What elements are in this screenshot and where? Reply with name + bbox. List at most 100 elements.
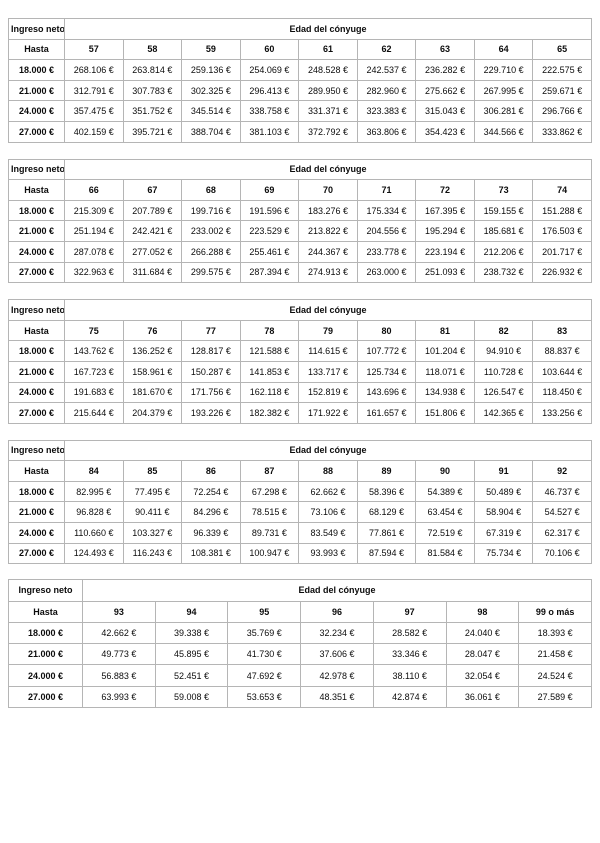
- table-row: 18.000 €215.309 €207.789 €199.716 €191.5…: [8, 199, 592, 222]
- value-cell: 263.814 €: [122, 59, 183, 81]
- value-cell: 81.584 €: [415, 542, 475, 565]
- value-cell: 344.566 €: [473, 120, 534, 143]
- table-row: 27.000 €63.993 €59.008 €53.653 €48.351 €…: [8, 685, 592, 709]
- age-column-header: 59: [181, 38, 241, 61]
- table-row: 18.000 €42.662 €39.338 €35.769 €32.234 €…: [8, 621, 592, 645]
- value-cell: 254.069 €: [239, 59, 300, 81]
- income-threshold-cell: 27.000 €: [8, 402, 65, 424]
- value-cell: 28.047 €: [445, 643, 520, 666]
- value-cell: 41.730 €: [227, 643, 302, 666]
- value-cell: 126.547 €: [473, 381, 534, 404]
- value-cell: 96.828 €: [64, 501, 124, 524]
- value-cell: 72.254 €: [181, 480, 241, 503]
- value-cell: 181.670 €: [122, 381, 183, 404]
- value-cell: 110.660 €: [64, 522, 124, 544]
- table-row: 24.000 €287.078 €277.052 €266.288 €255.4…: [8, 240, 592, 263]
- table-row: 24.000 €110.660 €103.327 €96.339 €89.731…: [8, 522, 592, 544]
- table-row: 27.000 €402.159 €395.721 €388.704 €381.1…: [8, 120, 592, 143]
- income-threshold-cell: 27.000 €: [8, 685, 83, 709]
- age-column-header: 67: [122, 179, 183, 201]
- value-cell: 151.806 €: [415, 402, 475, 424]
- value-cell: 110.728 €: [473, 360, 534, 383]
- value-cell: 49.773 €: [82, 643, 156, 666]
- value-cell: 58.904 €: [473, 501, 534, 524]
- income-threshold-cell: 18.000 €: [8, 621, 83, 645]
- age-column-header: 89: [356, 460, 417, 482]
- value-cell: 354.423 €: [415, 120, 475, 143]
- age-column-header: 60: [239, 38, 300, 61]
- value-cell: 68.129 €: [356, 501, 417, 524]
- value-cell: 42.662 €: [82, 621, 156, 645]
- age-column-header: 66: [64, 179, 124, 201]
- age-column-header: 84: [64, 460, 124, 482]
- value-cell: 248.528 €: [298, 59, 358, 81]
- age-header-row: Hasta 75 76 77 78 79 80 81 82 83: [8, 319, 592, 342]
- income-threshold-cell: 24.000 €: [8, 100, 65, 122]
- value-cell: 141.853 €: [239, 360, 300, 383]
- value-cell: 48.351 €: [300, 685, 374, 709]
- value-cell: 222.575 €: [532, 59, 592, 81]
- value-cell: 125.734 €: [356, 360, 417, 383]
- value-cell: 242.421 €: [122, 220, 183, 242]
- value-cell: 315.043 €: [415, 100, 475, 122]
- table-row: 24.000 €56.883 €52.451 €47.692 €42.978 €…: [8, 664, 592, 687]
- age-header-row: Hasta 84 85 86 87 88 89 90 91 92: [8, 460, 592, 482]
- value-cell: 229.710 €: [473, 59, 534, 81]
- value-cell: 77.861 €: [356, 522, 417, 544]
- value-cell: 191.596 €: [239, 199, 300, 222]
- income-threshold-cell: 27.000 €: [8, 542, 65, 565]
- age-column-header: 78: [239, 319, 300, 342]
- header-row: Ingreso neto Edad del cónyuge: [8, 18, 592, 40]
- value-cell: 46.737 €: [532, 480, 592, 503]
- income-threshold-cell: 27.000 €: [8, 120, 65, 143]
- value-cell: 223.529 €: [239, 220, 300, 242]
- value-cell: 182.382 €: [239, 402, 300, 424]
- value-cell: 133.256 €: [532, 402, 592, 424]
- value-cell: 89.731 €: [239, 522, 300, 544]
- value-cell: 201.717 €: [532, 240, 592, 263]
- value-cell: 263.000 €: [356, 261, 417, 284]
- value-cell: 152.819 €: [298, 381, 358, 404]
- income-threshold-cell: 24.000 €: [8, 664, 83, 687]
- value-cell: 52.451 €: [154, 664, 229, 687]
- value-cell: 27.589 €: [518, 685, 592, 709]
- value-cell: 63.993 €: [82, 685, 156, 709]
- income-net-header: Ingreso neto: [8, 439, 65, 462]
- income-threshold-cell: 18.000 €: [8, 340, 65, 362]
- value-cell: 183.276 €: [298, 199, 358, 222]
- value-cell: 282.960 €: [356, 79, 417, 102]
- value-cell: 45.895 €: [154, 643, 229, 666]
- value-cell: 251.194 €: [64, 220, 124, 242]
- value-cell: 171.756 €: [181, 381, 241, 404]
- value-cell: 32.054 €: [445, 664, 520, 687]
- spouse-age-header: Edad del cónyuge: [82, 579, 592, 602]
- table-row: 21.000 €167.723 €158.961 €150.287 €141.8…: [8, 360, 592, 383]
- age-column-header: 76: [122, 319, 183, 342]
- value-cell: 75.734 €: [473, 542, 534, 565]
- value-cell: 238.732 €: [473, 261, 534, 284]
- income-threshold-cell: 27.000 €: [8, 261, 65, 284]
- age-column-header: 82: [473, 319, 534, 342]
- value-cell: 296.766 €: [532, 100, 592, 122]
- value-cell: 94.910 €: [473, 340, 534, 362]
- table-row: 18.000 €82.995 €77.495 €72.254 €67.298 €…: [8, 480, 592, 503]
- value-cell: 84.296 €: [181, 501, 241, 524]
- value-cell: 236.282 €: [415, 59, 475, 81]
- value-cell: 158.961 €: [122, 360, 183, 383]
- value-cell: 133.717 €: [298, 360, 358, 383]
- table-row: 21.000 €312.791 €307.783 €302.325 €296.4…: [8, 79, 592, 102]
- value-cell: 402.159 €: [64, 120, 124, 143]
- value-cell: 50.489 €: [473, 480, 534, 503]
- value-cell: 351.752 €: [122, 100, 183, 122]
- value-cell: 118.071 €: [415, 360, 475, 383]
- value-cell: 56.883 €: [82, 664, 156, 687]
- age-column-header: 85: [122, 460, 183, 482]
- income-threshold-cell: 18.000 €: [8, 59, 65, 81]
- value-cell: 244.367 €: [298, 240, 358, 263]
- value-cell: 103.327 €: [122, 522, 183, 544]
- age-column-header: 68: [181, 179, 241, 201]
- table-row: 21.000 €49.773 €45.895 €41.730 €37.606 €…: [8, 643, 592, 666]
- value-cell: 363.806 €: [356, 120, 417, 143]
- value-cell: 116.243 €: [122, 542, 183, 565]
